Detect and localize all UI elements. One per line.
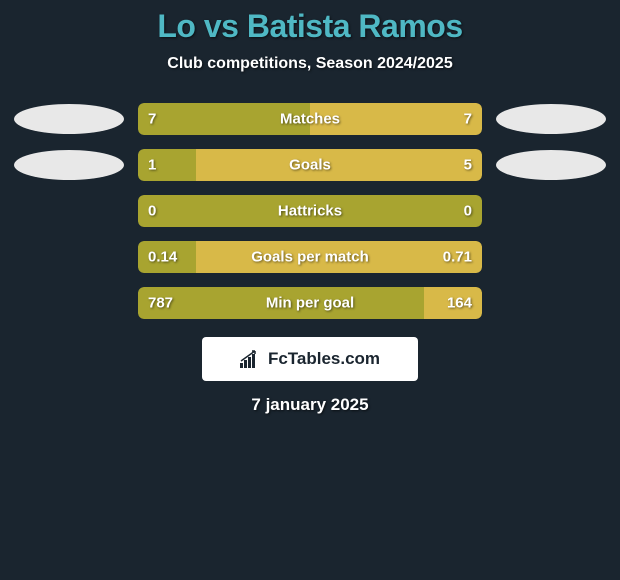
stat-bar: 0 0 Hattricks	[138, 195, 482, 227]
player-left-badge	[14, 150, 124, 180]
stat-bar: 1 5 Goals	[138, 149, 482, 181]
stat-value-right: 7	[464, 111, 472, 128]
stat-value-left: 1	[148, 157, 156, 174]
stat-label: Goals	[289, 157, 331, 174]
subtitle: Club competitions, Season 2024/2025	[0, 55, 620, 73]
comparison-widget: Lo vs Batista Ramos Club competitions, S…	[0, 0, 620, 415]
stat-value-left: 0.14	[148, 249, 177, 266]
player-right-badge	[496, 104, 606, 134]
stat-value-right: 164	[447, 295, 472, 312]
stat-row: 7 7 Matches	[0, 103, 620, 135]
bar-segment-right	[196, 149, 482, 181]
stat-value-left: 7	[148, 111, 156, 128]
date-label: 7 january 2025	[0, 395, 620, 415]
stat-value-left: 0	[148, 203, 156, 220]
stat-value-right: 0.71	[443, 249, 472, 266]
bar-segment-left	[138, 149, 196, 181]
stat-label: Min per goal	[266, 295, 354, 312]
stat-label: Hattricks	[278, 203, 342, 220]
stat-bar: 0.14 0.71 Goals per match	[138, 241, 482, 273]
stat-bar: 787 164 Min per goal	[138, 287, 482, 319]
stat-row: 0.14 0.71 Goals per match	[0, 241, 620, 273]
bars-icon	[240, 350, 262, 368]
stat-value-right: 0	[464, 203, 472, 220]
stat-label: Goals per match	[251, 249, 369, 266]
stat-label: Matches	[280, 111, 340, 128]
logo-text: FcTables.com	[268, 349, 380, 369]
player-right-badge	[496, 150, 606, 180]
page-title: Lo vs Batista Ramos	[0, 8, 620, 45]
stat-bar: 7 7 Matches	[138, 103, 482, 135]
stat-rows: 7 7 Matches 1 5 Goals 0 0 Hattricks 0.14 0.71 Goals…	[0, 103, 620, 319]
stat-row: 1 5 Goals	[0, 149, 620, 181]
stat-row: 0 0 Hattricks	[0, 195, 620, 227]
stat-value-left: 787	[148, 295, 173, 312]
player-left-badge	[14, 104, 124, 134]
stat-value-right: 5	[464, 157, 472, 174]
stat-row: 787 164 Min per goal	[0, 287, 620, 319]
logo-box[interactable]: FcTables.com	[202, 337, 418, 381]
